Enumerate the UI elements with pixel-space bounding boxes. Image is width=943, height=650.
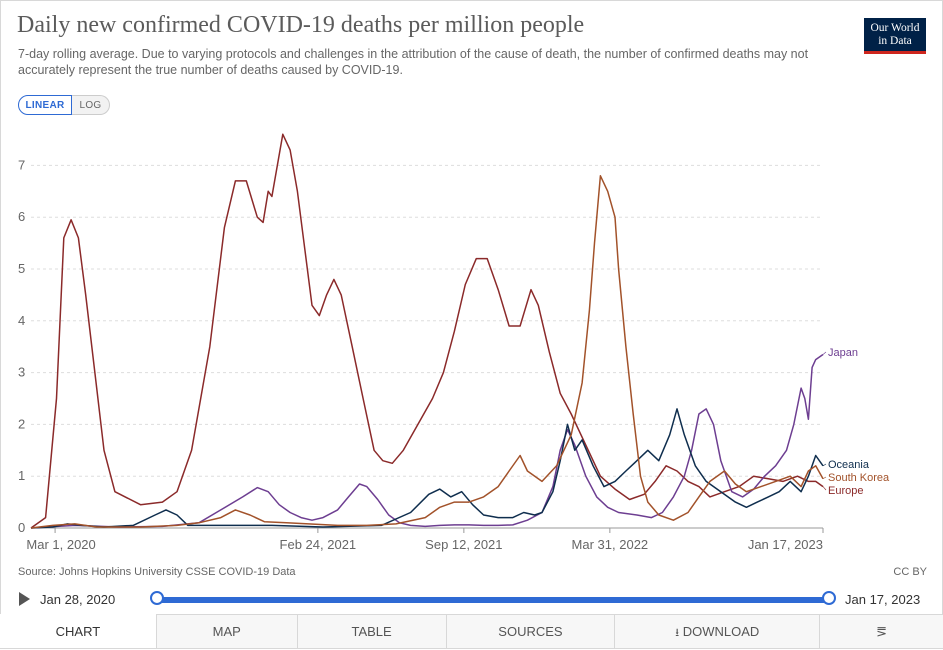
line-chart: 0 1 2 3 4 5 6 7 Mar 1, 2020 Feb 24, 2021 Sep 12, …: [18, 133, 890, 552]
tab-sources[interactable]: SOURCES: [445, 614, 615, 648]
series-lines: [30, 133, 824, 529]
timeline-start-handle[interactable]: [150, 591, 164, 605]
logo-line-1: Our World: [870, 22, 920, 34]
y-tick-label: 5: [18, 261, 25, 276]
timeline-track[interactable]: [157, 597, 829, 603]
tab-bar: CHART MAP TABLE SOURCES ⭳ DOWNLOAD ⪚: [0, 614, 943, 649]
source-note: Source: Johns Hopkins University CSSE CO…: [18, 566, 296, 578]
chart-title: Daily new confirmed COVID-19 deaths per …: [17, 12, 585, 38]
play-icon[interactable]: [19, 592, 30, 606]
label-connector: [822, 351, 827, 355]
chart-subtitle: 7-day rolling average. Due to varying pr…: [18, 47, 809, 77]
label-connector: [822, 463, 827, 467]
series-label-south-korea: South Korea: [828, 472, 890, 484]
series-line-europe: [30, 133, 824, 529]
series-line-oceania: [30, 408, 824, 529]
gridlines: [31, 164, 823, 529]
timeline-start-label: Jan 28, 2020: [40, 592, 116, 607]
license-label[interactable]: CC BY: [893, 566, 927, 578]
download-icon: ⭳: [675, 627, 680, 639]
series-line-south-korea: [30, 175, 824, 529]
timeline-end-handle[interactable]: [822, 591, 836, 605]
logo-line-2: in Data: [878, 34, 912, 47]
x-tick-label: Feb 24, 2021: [280, 537, 357, 552]
y-tick-label: 6: [18, 209, 25, 224]
download-label: DOWNLOAD: [682, 624, 760, 639]
owid-logo[interactable]: Our World in Data: [864, 18, 926, 54]
label-connector: [822, 486, 827, 491]
x-tick-label: Jan 17, 2023: [748, 537, 823, 552]
x-tick-label: Sep 12, 2021: [425, 537, 502, 552]
y-tick-label: 1: [18, 468, 25, 483]
log-scale-button[interactable]: LOG: [72, 95, 110, 115]
series-label-japan: Japan: [828, 347, 858, 359]
y-tick-label: 0: [18, 520, 25, 535]
y-tick-label: 7: [18, 157, 25, 172]
linear-scale-button[interactable]: LINEAR: [18, 95, 72, 115]
x-axis-ticks: Mar 1, 2020 Feb 24, 2021 Sep 12, 2021 Mar 3…: [26, 528, 824, 552]
y-tick-label: 2: [18, 416, 25, 431]
x-tick-label: Mar 31, 2022: [572, 537, 649, 552]
tab-map[interactable]: MAP: [155, 614, 297, 648]
tab-table[interactable]: TABLE: [296, 614, 446, 648]
label-connector: [822, 476, 827, 480]
series-label-europe: Europe: [828, 485, 863, 497]
tab-share[interactable]: ⪚: [819, 614, 943, 648]
x-tick-label: Mar 1, 2020: [26, 537, 95, 552]
timeline-end-label: Jan 17, 2023: [845, 592, 921, 607]
tab-download[interactable]: ⭳ DOWNLOAD: [614, 614, 820, 648]
series-line-japan: [30, 353, 824, 529]
series-label-oceania: Oceania: [828, 459, 870, 471]
y-axis-ticks: 0 1 2 3 4 5 6 7: [18, 157, 25, 535]
y-tick-label: 3: [18, 365, 25, 380]
share-icon: ⪚: [876, 624, 888, 639]
tab-chart[interactable]: CHART: [0, 614, 156, 648]
y-tick-label: 4: [18, 313, 25, 328]
